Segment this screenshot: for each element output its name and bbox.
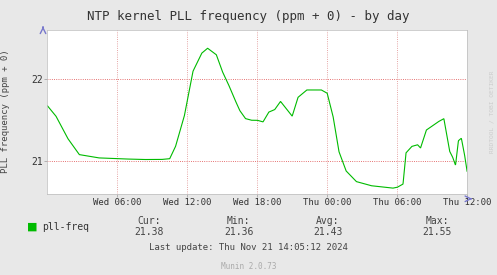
Text: 21.55: 21.55: [422, 227, 452, 237]
Text: Munin 2.0.73: Munin 2.0.73: [221, 262, 276, 271]
Text: 21.36: 21.36: [224, 227, 253, 237]
Text: Cur:: Cur:: [137, 216, 161, 226]
Text: NTP kernel PLL frequency (ppm + 0) - by day: NTP kernel PLL frequency (ppm + 0) - by …: [87, 10, 410, 23]
Text: Last update: Thu Nov 21 14:05:12 2024: Last update: Thu Nov 21 14:05:12 2024: [149, 243, 348, 252]
Text: Min:: Min:: [227, 216, 250, 226]
Text: PLL frequency (ppm + 0): PLL frequency (ppm + 0): [1, 50, 10, 173]
Text: ■: ■: [27, 222, 38, 232]
Text: RRDTOOL / TOBI OETIKER: RRDTOOL / TOBI OETIKER: [490, 70, 495, 153]
Text: Avg:: Avg:: [316, 216, 340, 226]
Text: 21.38: 21.38: [134, 227, 164, 237]
Text: 21.43: 21.43: [313, 227, 343, 237]
Text: Max:: Max:: [425, 216, 449, 226]
Text: pll-freq: pll-freq: [42, 222, 89, 232]
